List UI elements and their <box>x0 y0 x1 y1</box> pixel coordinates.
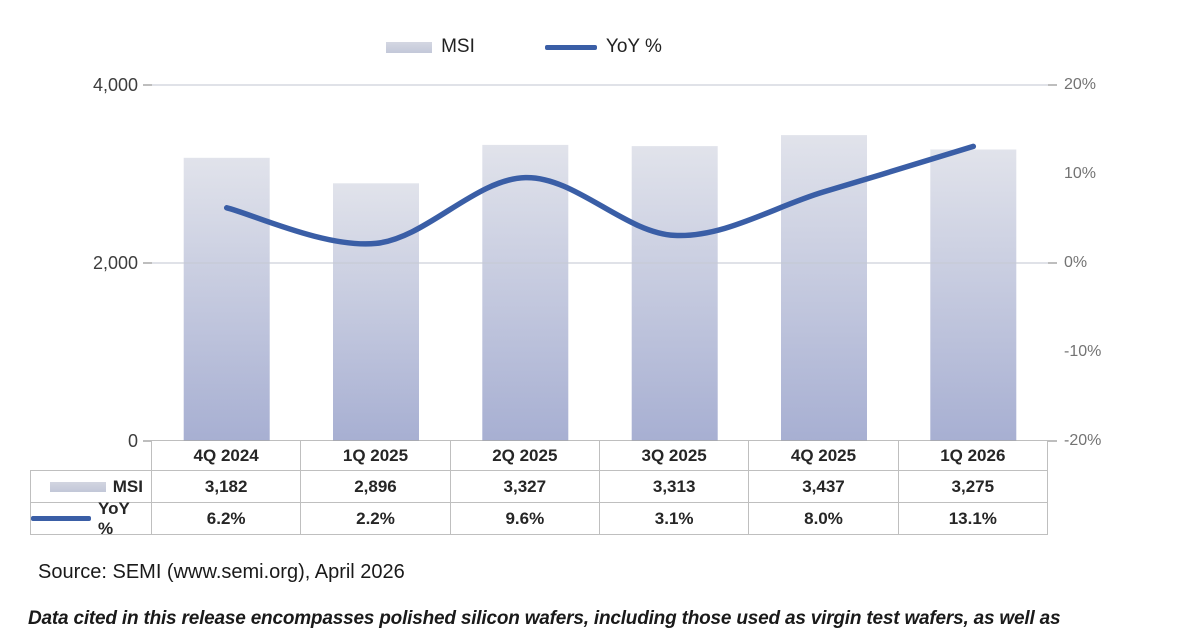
table-row-header-yoy: YoY % <box>30 499 152 538</box>
legend-item-yoy: YoY % <box>544 36 662 58</box>
legend-label-msi: MSI <box>441 36 475 57</box>
table-row-header-msi: MSI <box>30 471 152 503</box>
table-corner-cell <box>30 441 152 471</box>
msi-bars <box>183 135 1017 442</box>
data-table: 4Q 2024 1Q 2025 2Q 2025 3Q 2025 4Q 2025 1Q 20… <box>30 441 1048 538</box>
table-cell: 8.0% <box>749 503 899 535</box>
legend-label-yoy: YoY % <box>605 36 662 57</box>
legend-item-msi: MSI <box>386 36 475 58</box>
table-column-header: 3Q 2025 <box>599 441 750 471</box>
msi-bar-swatch-icon <box>49 481 106 492</box>
gridlines <box>152 84 1048 264</box>
table-cell: 6.2% <box>152 503 302 535</box>
msi-bar <box>631 146 718 441</box>
right-axis-tick-label: 20% <box>1064 76 1097 93</box>
right-axis-tick-label: -20% <box>1064 432 1102 449</box>
yoy-line <box>223 143 977 247</box>
table-column-header: 2Q 2025 <box>450 441 600 471</box>
right-axis-tick-label: 0% <box>1064 254 1088 271</box>
msi-bar <box>781 135 867 441</box>
chart-legend: MSI YoY % <box>0 36 1048 58</box>
yoy-line-swatch-icon <box>31 516 91 521</box>
msi-bar <box>183 157 270 442</box>
left-axis-tick-label: 4,000 <box>92 75 138 95</box>
table-cell: 2,896 <box>301 471 451 503</box>
table-cell: 13.1% <box>898 503 1048 535</box>
msi-bar-swatch-icon <box>386 41 433 53</box>
table-column-header: 4Q 2024 <box>152 441 302 471</box>
axis-lines <box>143 84 1057 442</box>
table-cell: 3,313 <box>599 471 750 503</box>
table-cell: 3,327 <box>450 471 600 503</box>
table-cell: 3,275 <box>898 471 1048 503</box>
left-axis-tick-label: 0 <box>127 431 138 451</box>
footnote-text: Data cited in this release encompasses p… <box>28 608 1061 629</box>
table-cell: 3,182 <box>152 471 302 503</box>
table-row-label: MSI <box>112 476 143 496</box>
table-row-label: YoY % <box>98 498 130 538</box>
table-cell: 3.1% <box>599 503 750 535</box>
table-cell: 9.6% <box>450 503 600 535</box>
right-axis-tick-label: 10% <box>1064 165 1097 182</box>
table-column-header: 1Q 2026 <box>898 441 1048 471</box>
msi-bar <box>482 144 569 441</box>
table-cell: 3,437 <box>749 471 899 503</box>
source-text: Source: SEMI (www.semi.org), April 2026 <box>38 561 405 583</box>
left-axis-tick-label: 2,000 <box>92 253 138 273</box>
table-column-header: 1Q 2025 <box>301 441 451 471</box>
right-axis-tick-label: -10% <box>1064 343 1102 360</box>
msi-bar <box>333 183 419 442</box>
msi-bar <box>930 149 1017 441</box>
table-column-header: 4Q 2025 <box>749 441 899 471</box>
table-cell: 2.2% <box>301 503 451 535</box>
yoy-line-swatch-icon <box>544 44 597 50</box>
